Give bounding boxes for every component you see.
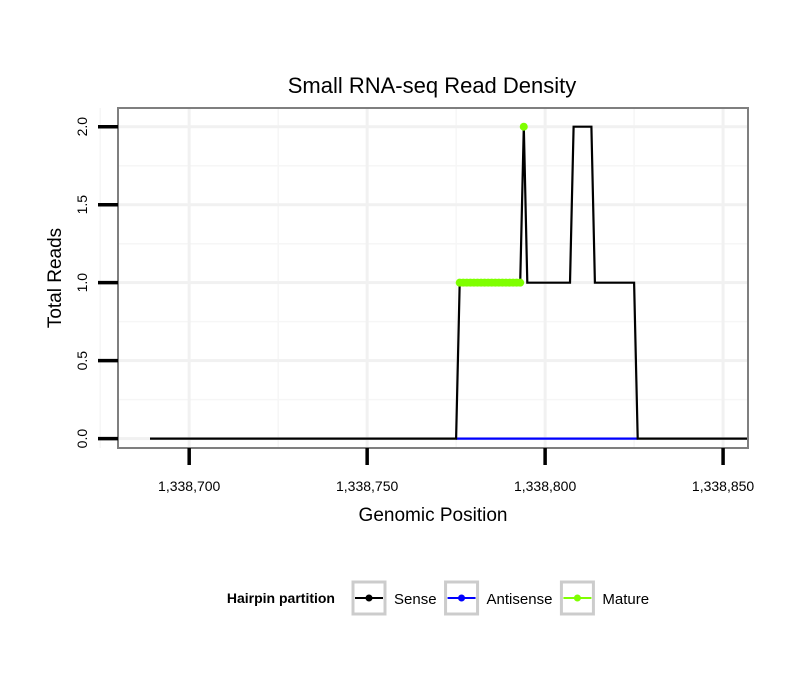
x-axis: 1,338,700 1,338,750 1,338,800 1,338,850: [158, 448, 754, 494]
chart-title: Small RNA-seq Read Density: [288, 73, 577, 98]
series-point-mature: [516, 278, 525, 287]
y-axis-label: Total Reads: [45, 228, 66, 328]
legend-title: Hairpin partition: [227, 590, 335, 606]
legend-label: Mature: [602, 591, 649, 608]
y-tick-label: 0.0: [74, 429, 90, 449]
legend-key-point: [573, 594, 581, 602]
legend-key-point: [365, 594, 373, 602]
x-tick-label: 1,338,850: [692, 478, 754, 494]
y-tick-label: 0.5: [74, 351, 90, 371]
x-tick-label: 1,338,700: [158, 478, 220, 494]
legend-items: Sense Antisense Mature: [351, 580, 649, 616]
legend-item-antisense: Antisense: [444, 580, 553, 616]
y-tick-label: 1.5: [74, 195, 90, 215]
panel-border: [117, 107, 749, 449]
series-layer: [150, 122, 748, 440]
legend-item-sense: Sense: [351, 580, 437, 616]
grid: [99, 108, 748, 448]
series-point-mature: [519, 122, 528, 131]
legend-key-point: [458, 594, 466, 602]
y-axis: 0.0 0.5 1.0 1.5 2.0: [74, 117, 118, 449]
legend-label: Sense: [394, 591, 437, 608]
y-tick-label: 1.0: [74, 273, 90, 293]
x-axis-label: Genomic Position: [359, 505, 508, 526]
y-tick-label: 2.0: [74, 117, 90, 137]
x-tick-label: 1,338,800: [514, 478, 576, 494]
legend: Hairpin partition Sense Antisense Mature: [227, 580, 649, 616]
x-tick-label: 1,338,750: [336, 478, 398, 494]
legend-item-mature: Mature: [559, 580, 649, 616]
legend-label: Antisense: [487, 591, 553, 608]
